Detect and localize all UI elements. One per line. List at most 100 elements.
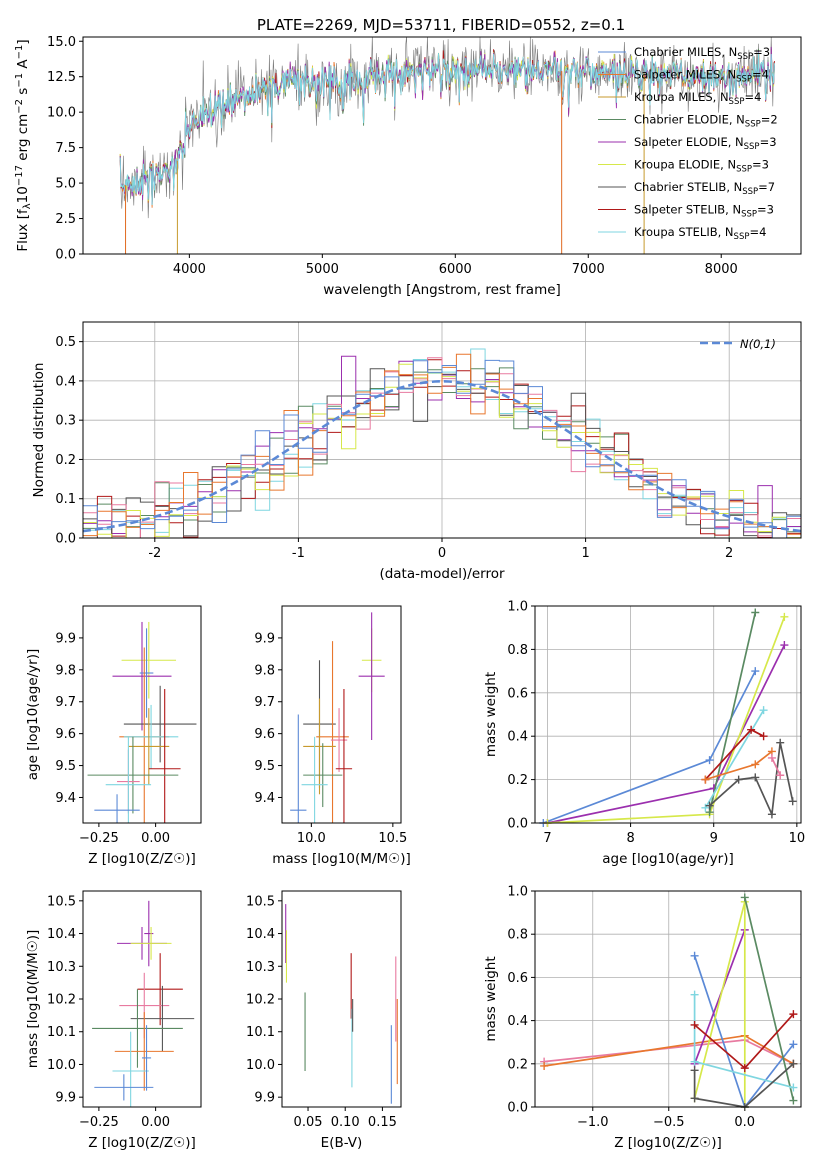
y-tick-label: 9.7 — [55, 695, 76, 710]
y-tick-label: 2.5 — [55, 212, 76, 227]
weight-point-marker — [540, 1061, 549, 1070]
y-tick-label: 0.0 — [55, 248, 76, 263]
legend-entry-label: Kroupa ELODIE, NSSP=3 — [634, 158, 769, 175]
y-tick-label: 0.4 — [507, 1014, 528, 1029]
y-tick-label: 9.9 — [55, 1091, 76, 1106]
legend-entry-label: N(0,1) — [740, 337, 776, 351]
x-tick-label: 10.0 — [297, 831, 326, 846]
y-tick-label: 9.5 — [55, 759, 76, 774]
weight-point-marker — [776, 771, 785, 780]
y-axis-label: Normed distribution — [31, 363, 47, 498]
spectrum-panel: 4000 5000 6000 7000 8000 0.0 2.5 5.0 7.5 10.0 12.5… — [14, 35, 802, 298]
axes-frame — [82, 321, 802, 539]
weight-point-marker — [751, 667, 760, 676]
weight-point-marker — [690, 1066, 699, 1075]
legend-entry-label: Salpeter STELIB, NSSP=3 — [634, 203, 774, 220]
axes-frame — [82, 890, 202, 1108]
weight-point-marker — [740, 1064, 749, 1073]
weight-series-line — [693, 1063, 794, 1108]
y-tick-label: 1.0 — [507, 885, 528, 900]
legend-entry-label: Kroupa MILES, NSSP=4 — [634, 90, 761, 107]
weight-point-marker — [747, 725, 756, 734]
y-tick-label: 0.0 — [507, 817, 528, 832]
y-tick-label: 0.3 — [55, 414, 76, 429]
weight-point-marker — [789, 1096, 798, 1105]
y-tick-label: 9.7 — [254, 695, 275, 710]
y-tick-label: 10.1 — [246, 1025, 275, 1040]
y-tick-label: 9.6 — [254, 727, 275, 742]
y-tick-label: 9.9 — [254, 1091, 275, 1106]
weight-series-line — [542, 670, 757, 824]
y-tick-label: 9.9 — [55, 631, 76, 646]
y-tick-label: 10.5 — [246, 894, 275, 909]
axes-frame — [82, 605, 202, 824]
x-tick-label: −0.25 — [79, 1115, 119, 1130]
x-axis-label: Z [log10(Z/Z☉)] — [88, 851, 196, 867]
y-tick-label: 10.0 — [47, 1058, 76, 1073]
axes-frame — [534, 890, 802, 1108]
y-tick-label: 10.1 — [47, 1025, 76, 1040]
y-tick-label: 9.8 — [254, 663, 275, 678]
x-tick-label: 2 — [725, 546, 733, 561]
weight-point-marker — [701, 803, 710, 812]
residual-histogram — [83, 353, 801, 539]
weight-point-marker — [759, 706, 768, 715]
weight-point-marker — [690, 1020, 699, 1029]
x-tick-label: −1.0 — [577, 1115, 609, 1130]
weight-vs-Z-panel: −1.0 −0.5 0.0 0.0 0.2 0.4 0.6 0.8 1.0 Z [log10(Z/… — [483, 885, 802, 1151]
y-tick-label: 1.0 — [507, 600, 528, 615]
weight-point-marker — [767, 753, 776, 762]
x-tick-label: 10.5 — [378, 831, 407, 846]
x-tick-label: 0.10 — [331, 1115, 360, 1130]
x-tick-label: 10 — [789, 831, 806, 846]
x-tick-label: 7 — [543, 831, 551, 846]
weight-point-marker — [705, 801, 714, 810]
weight-point-marker — [690, 1057, 699, 1066]
weight-point-marker — [767, 810, 776, 819]
spectrum-legend: Chabrier MILES, NSSP=3 Salpeter MILES, NS… — [598, 45, 778, 242]
y-tick-label: 0.4 — [507, 730, 528, 745]
axes-frame — [281, 890, 402, 1108]
weight-point-marker — [690, 990, 699, 999]
mass-vs-EBV-panel: 0.05 0.10 0.15 9.9 10.0 10.1 10.2 10.3 10.4 10.5 E… — [246, 890, 402, 1151]
weight-series-line — [743, 897, 795, 1101]
weight-point-marker — [789, 1010, 798, 1019]
x-tick-label: −0.5 — [653, 1115, 685, 1130]
x-tick-label: 8 — [626, 831, 634, 846]
y-tick-label: 10.2 — [47, 993, 76, 1008]
weight-series-line — [708, 612, 757, 813]
x-tick-label: 0.05 — [294, 1115, 323, 1130]
normal-reference-curve — [82, 379, 802, 533]
y-tick-label: 9.8 — [55, 663, 76, 678]
x-tick-label: -2 — [148, 546, 161, 561]
x-axis-label: age [log10(age/yr)] — [602, 851, 734, 867]
y-tick-label: 9.4 — [55, 791, 76, 806]
x-tick-label: 8000 — [705, 262, 738, 277]
weight-point-marker — [789, 1059, 798, 1068]
weight-vs-age-panel: 7 8 9 10 0.0 0.2 0.4 0.6 0.8 1.0 age [log10(age/yr… — [483, 600, 805, 868]
x-tick-label: 0.00 — [141, 1115, 170, 1130]
weight-point-marker — [690, 951, 699, 960]
y-axis-label: Flux [fλ10−17 erg cm−2 s−1 A−1] — [14, 39, 33, 251]
x-tick-label: 4000 — [173, 262, 206, 277]
x-axis-label: wavelength [Angstrom, rest frame] — [323, 282, 561, 298]
weight-point-marker — [780, 641, 789, 650]
x-tick-label: 5000 — [306, 262, 339, 277]
figure-title: PLATE=2269, MJD=53711, FIBERID=0552, z=0… — [257, 16, 625, 34]
y-tick-label: 0.4 — [55, 374, 76, 389]
weight-series-line — [693, 901, 746, 1107]
axes-frame — [534, 605, 802, 824]
weight-series-line — [704, 728, 764, 781]
y-tick-label: 10.4 — [47, 927, 76, 942]
model-line — [119, 52, 775, 206]
x-tick-label: 7000 — [572, 262, 605, 277]
y-tick-label: 12.5 — [47, 70, 76, 85]
y-tick-label: 5.0 — [55, 177, 76, 192]
x-tick-label: 0.00 — [141, 831, 170, 846]
y-tick-label: 10.0 — [47, 106, 76, 121]
x-tick-label: 0 — [438, 546, 446, 561]
x-tick-label: 9 — [710, 831, 718, 846]
x-axis-label: (data-model)/error — [379, 566, 505, 582]
legend-entry-label: Chabrier ELODIE, NSSP=2 — [634, 113, 778, 130]
y-tick-label: 0.1 — [55, 492, 76, 507]
